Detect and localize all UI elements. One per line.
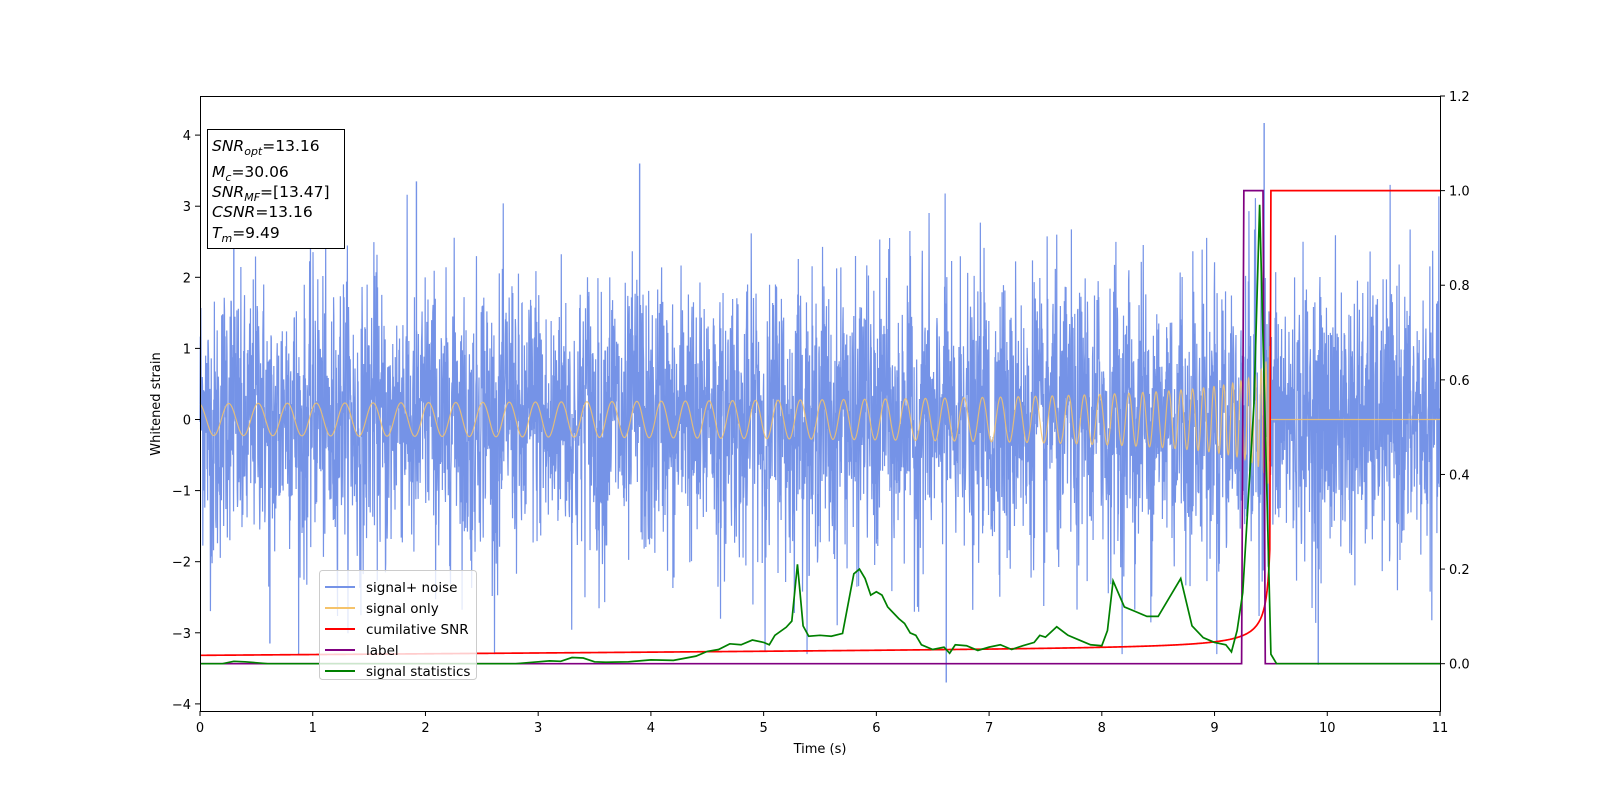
y-axis-left: −4 −3 −2 −1 0 1 2 3 4 (172, 129, 200, 713)
y-tick-label: 4 (183, 129, 191, 144)
y-tick-label: 3 (183, 200, 191, 215)
y-tick-label: 0 (183, 413, 191, 428)
y2-tick-label: 1.2 (1449, 90, 1470, 105)
y2-tick-label: 0.8 (1449, 279, 1470, 294)
y2-tick-label: 0.2 (1449, 563, 1470, 578)
plot-area (199, 123, 1441, 683)
x-axis: 0 1 2 3 4 5 6 7 8 9 10 11 (196, 711, 1448, 736)
x-tick-label: 1 (309, 721, 317, 736)
x-tick-label: 2 (421, 721, 429, 736)
x-tick-label: 6 (872, 721, 880, 736)
info-box: SNRopt=13.16 Mc=30.06SNRMF=[13.47]CSNR=13… (207, 129, 345, 249)
y-tick-label: 1 (183, 342, 191, 357)
signal-statistics-line (200, 204, 1440, 665)
y-tick-label: −2 (172, 556, 191, 571)
legend-label: signal only (366, 601, 439, 617)
y2-tick-label: 0.6 (1449, 374, 1470, 389)
info-line: Tm=9.49 (212, 224, 280, 245)
y2-tick-label: 0.0 (1449, 658, 1470, 673)
y-tick-label: −3 (172, 627, 191, 642)
legend-frame (319, 570, 477, 680)
y-axis-label: Whitened strain (149, 352, 164, 455)
series-signal-only (199, 345, 1440, 484)
legend-label: signal+ noise (366, 580, 457, 596)
y-tick-label: −4 (172, 698, 191, 713)
info-line: SNRMF=[13.47] (212, 183, 330, 204)
y-axis-right: 0.0 0.2 0.4 0.6 0.8 1.0 1.2 (1440, 90, 1470, 673)
y-tick-label: 2 (183, 271, 191, 286)
x-tick-label: 8 (1098, 721, 1106, 736)
x-axis-label: Time (s) (793, 742, 847, 757)
info-box-frame (207, 129, 345, 249)
axes-frame (200, 96, 1441, 712)
info-line: SNRopt=13.16 (212, 137, 320, 158)
y2-tick-label: 1.0 (1449, 185, 1470, 200)
x-tick-label: 5 (759, 721, 767, 736)
info-line: Mc=30.06 (212, 163, 289, 184)
series-signal-statistics (200, 204, 1440, 665)
legend: signal+ noise signal only cumilative SNR la… (319, 570, 477, 680)
x-tick-label: 4 (647, 721, 655, 736)
x-tick-label: 11 (1432, 721, 1449, 736)
signal-only-line (199, 345, 1440, 484)
info-line: CSNR=13.16 (212, 203, 313, 221)
y-tick-label: −1 (172, 485, 191, 500)
legend-label: signal statistics (366, 664, 470, 680)
x-tick-label: 9 (1210, 721, 1218, 736)
x-tick-label: 3 (534, 721, 542, 736)
x-tick-label: 10 (1319, 721, 1336, 736)
x-tick-label: 7 (985, 721, 993, 736)
y2-tick-label: 0.4 (1449, 468, 1470, 483)
legend-label: cumilative SNR (366, 622, 469, 638)
legend-label: label (366, 643, 399, 659)
x-tick-label: 0 (196, 721, 204, 736)
